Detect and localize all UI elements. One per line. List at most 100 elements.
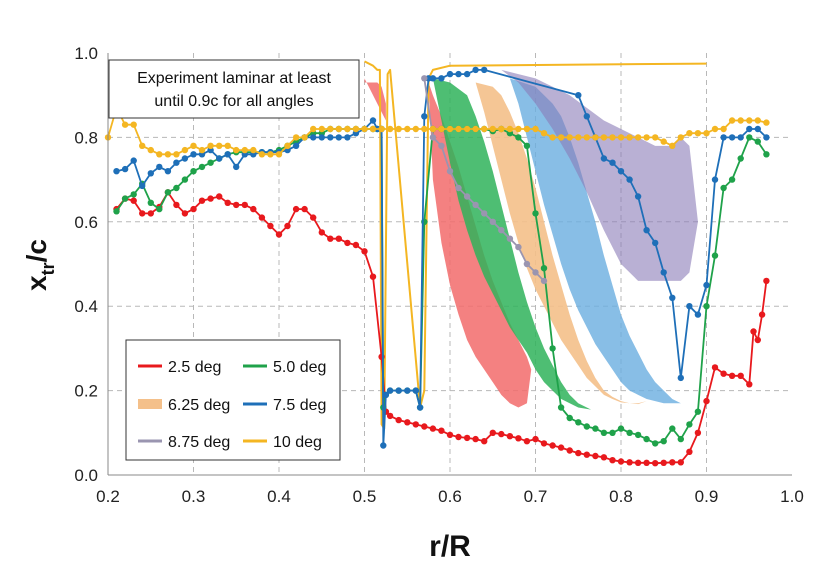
series-7-5-deg-point [463,70,471,78]
series-2-5-deg-point [532,435,539,443]
series-2-5-deg-point [446,431,454,439]
series-5-0-deg-point [720,184,727,192]
series-8-75-deg-point [438,142,445,149]
series-2-5-deg-point [763,277,770,285]
series-5-0-deg-point [515,134,522,141]
y-tick-label: 0.0 [74,466,98,485]
series-2-5-deg-point [147,210,154,217]
series-5-0-deg-point [532,210,539,217]
series-10-deg-point [369,125,377,133]
series-10-deg-point [728,117,736,124]
series-10-deg-point [566,134,573,141]
series-7-5-deg-point [395,387,402,394]
series-2-5-deg-point [386,412,394,420]
series-10-deg-point [489,125,496,133]
series-7-5-deg-point [763,134,770,141]
series-10-deg-point [686,130,693,137]
series-2-5-deg-point [634,459,642,466]
series-7-5-deg-point [310,134,317,141]
series-7-5-deg-point [173,159,180,166]
series-5-0-deg-point [121,195,129,202]
series-7-5-deg-point [737,134,744,141]
series-10-deg-point [421,125,428,133]
series-7-5-deg-point [292,142,300,149]
series-2-5-deg-point [540,440,548,447]
series-8-75-deg-point [489,218,496,225]
series-5-0-deg-point [737,155,744,162]
series-2-5-deg-point [609,457,616,464]
series-10-deg-point [250,146,257,154]
series-5-0-deg-point [754,138,761,145]
series-7-5-deg-point [652,239,659,247]
series-7-5-deg-point [344,134,351,141]
series-10-deg-point [147,146,154,154]
series-2-5-deg-point [318,229,325,236]
series-2-5-deg-point [652,460,659,467]
series-10-deg-point [446,125,454,133]
series-2-5-deg-point [139,210,146,217]
legend-6-25-deg-label: 6.25 deg [168,397,230,414]
series-10-deg-point [164,151,172,158]
series-2-5-deg-point [626,459,633,466]
series-7-5-deg-point [472,66,479,74]
annotation-line-1: Experiment laminar at least [137,70,331,87]
series-2-5-deg-point [438,427,445,434]
x-tick-label: 0.5 [353,487,377,506]
series-5-0-deg-point [694,408,702,415]
series-5-0-deg-point [198,163,206,171]
series-8-75-deg-point [515,243,522,251]
series-7-5-deg-point [600,155,608,162]
series-2-5-deg-point [250,205,257,213]
series-10-deg-point [523,125,531,133]
series-2-5-deg-point [758,311,766,318]
y-axis-title: xtr/c [21,239,58,291]
series-7-5-deg-point [711,176,719,183]
series-10-deg-point [557,134,565,141]
annotation-box: Experiment laminar at least until 0.9c f… [108,59,360,119]
series-7-5-deg-point [746,125,753,133]
x-axis-title: r/R [429,530,471,563]
series-2-5-deg-point [352,241,360,249]
series-7-5-deg-point [669,294,676,301]
series-10-deg-point [694,130,702,137]
series-5-0-deg-point [609,429,616,436]
series-10-deg-point [216,142,223,149]
series-2-5-deg-point [404,419,411,426]
series-10-deg-point [438,125,445,133]
x-tick-label: 0.9 [695,487,719,506]
series-2-5-deg-point [173,201,180,209]
series-5-0-deg-point [600,429,608,436]
x-tick-label: 0.3 [182,487,206,506]
series-10-deg-point [224,142,231,149]
series-7-5-deg-point [703,281,710,289]
series-10-deg-point [429,125,437,133]
series-7-5-deg-point [754,125,761,133]
series-2-5-deg-point [275,231,283,238]
series-7-5-deg-point [156,163,163,171]
series-10-deg-point [173,151,180,158]
series-5-0-deg-point [147,199,154,206]
series-10-deg-point [703,130,710,137]
series-2-5-deg-point [267,222,274,230]
series-7-5-deg-point [416,404,424,411]
x-tick-label: 0.8 [609,487,633,506]
series-8-75-deg-point [455,184,462,192]
series-10-deg-point [652,134,659,141]
series-5-0-deg-point [703,303,710,310]
series-10-deg-point [754,117,761,124]
series-10-deg-point [361,125,368,133]
series-5-0-deg-point [652,440,659,447]
series-10-deg-point [737,117,744,124]
series-2-5-deg-point [481,438,488,445]
x-tick-label: 0.7 [524,487,548,506]
series-10-deg-point [139,142,146,149]
series-10-deg-point [669,142,676,149]
series-7-5-deg-point [720,134,727,141]
series-2-5-deg-point [130,197,137,204]
series-10-deg-point [600,134,608,141]
series-7-5-deg-point [583,113,590,120]
series-2-5-deg-point [258,214,266,221]
series-2-5-deg-point [557,444,565,451]
series-10-deg-point [318,125,325,133]
series-2-5-deg-point [686,448,693,455]
